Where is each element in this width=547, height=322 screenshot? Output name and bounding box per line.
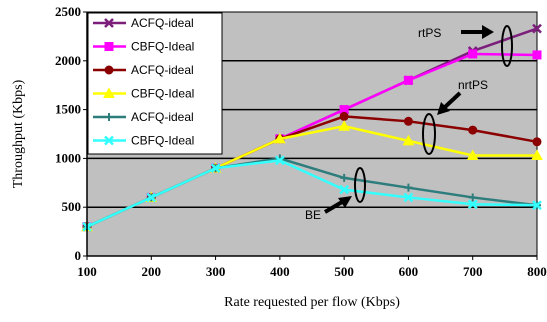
data-point: [274, 132, 286, 144]
ellipse-rtps: [501, 25, 513, 67]
annotation-be: BE: [305, 208, 321, 222]
x-tick-label: 100: [77, 264, 97, 279]
data-point: [468, 125, 478, 135]
y-tick-label: 1000: [55, 150, 81, 165]
annotation-rtps: rtPS: [418, 26, 441, 40]
legend: ACFQ-ideal CBFQ-Ideal ACFQ-ideal CBFQ-Ideal…: [87, 12, 223, 155]
legend-label: CBFQ-Ideal: [131, 134, 194, 148]
legend-label: CBFQ-Ideal: [131, 87, 194, 101]
x-tick-label: 600: [399, 264, 419, 279]
legend-entry: ACFQ-ideal: [93, 110, 194, 124]
data-point: [531, 149, 543, 160]
legend-swatch-marker: [104, 135, 114, 146]
tick-labels: 0 500 1000 1500 2000 2500 100 200 300 400 500 600 70…: [55, 4, 547, 279]
y-tick-label: 1500: [55, 102, 81, 117]
data-point: [403, 116, 413, 126]
data-point: [340, 173, 349, 182]
legend-box: [87, 12, 223, 155]
annotations: rtPS nrtPS BE: [305, 25, 513, 222]
x-tick-label: 300: [206, 264, 226, 279]
series-layer: [81, 23, 543, 232]
y-tick-label: 2500: [55, 4, 81, 19]
annotation-nrtps: nrtPS: [458, 78, 488, 92]
legend-entry: CBFQ-Ideal: [93, 134, 194, 148]
arrow-rtps-head: [482, 25, 494, 39]
data-point: [532, 23, 542, 34]
data-point: [532, 137, 542, 147]
data-point: [532, 50, 542, 60]
legend-label: ACFQ-ideal: [131, 16, 194, 30]
ellipse-be: [354, 167, 366, 203]
legend-swatch-marker: [104, 65, 114, 75]
legend-label: CBFQ-Ideal: [131, 40, 194, 54]
x-tick-label: 500: [334, 264, 354, 279]
arrow-nrtps-head: [437, 102, 450, 115]
arrow-be-head: [338, 196, 352, 208]
arrow-be-line: [323, 200, 344, 214]
legend-label: ACFQ-ideal: [131, 110, 194, 124]
data-point: [468, 49, 478, 59]
data-point: [403, 75, 413, 85]
legend-label: ACFQ-ideal: [131, 63, 194, 77]
y-tick-label: 500: [62, 199, 82, 214]
legend-swatch-marker: [105, 113, 113, 121]
data-point: [466, 149, 479, 160]
y-axis-title: Throughput (Kbps): [11, 79, 26, 188]
x-tick-label: 700: [463, 264, 483, 279]
series-line: [86, 159, 538, 228]
y-tick-label: 0: [75, 248, 82, 263]
x-tick-label: 800: [527, 264, 547, 279]
legend-entry: ACFQ-ideal: [93, 16, 194, 30]
data-point: [146, 192, 157, 203]
legend-entry: ACFQ-ideal: [93, 63, 194, 77]
series-5: [82, 155, 542, 232]
ellipse-nrtps: [422, 113, 436, 155]
arrow-nrtps-line: [443, 91, 462, 109]
data-point: [339, 184, 350, 195]
data-point: [339, 111, 349, 121]
data-point: [532, 200, 542, 211]
legend-entry: CBFQ-Ideal: [93, 87, 194, 101]
data-point: [402, 134, 415, 146]
data-point: [338, 120, 350, 131]
data-point: [404, 183, 413, 192]
legend-swatch-marker: [104, 18, 114, 28]
y-tick-label: 2000: [55, 53, 81, 68]
legend-swatch-marker: [104, 42, 114, 51]
data-point: [210, 163, 221, 174]
axes: [86, 12, 537, 257]
legend-entry: CBFQ-Ideal: [93, 40, 194, 54]
data-point: [403, 192, 414, 203]
x-axis-title: Rate requested per flow (Kbps): [224, 295, 400, 310]
data-point: [467, 199, 478, 210]
data-point: [468, 193, 477, 202]
x-tick-label: 400: [270, 264, 290, 279]
x-tick-label: 200: [142, 264, 162, 279]
data-point: [274, 155, 285, 166]
legend-swatch-marker: [103, 87, 115, 98]
